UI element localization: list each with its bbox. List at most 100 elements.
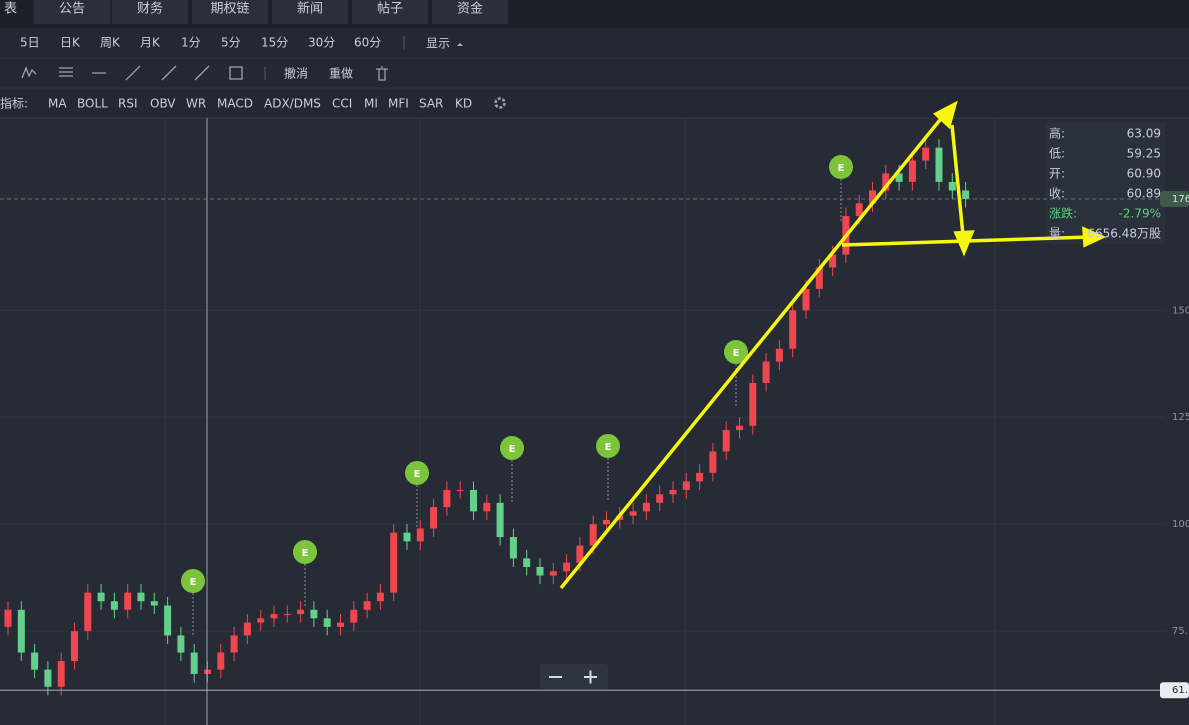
candle-body — [895, 173, 903, 182]
candle-body — [736, 425, 743, 431]
info-label: 高: — [1049, 126, 1065, 141]
annotation — [559, 100, 1107, 590]
candle-body — [563, 562, 571, 572]
candle-body — [549, 571, 557, 576]
tab-label[interactable]: 资金 — [457, 1, 483, 17]
tool-icon[interactable] — [161, 65, 177, 81]
indicator[interactable]: KD — [455, 97, 472, 111]
event-label: E — [190, 577, 197, 588]
candle-body — [44, 669, 52, 687]
tab-label[interactable]: 公告 — [59, 2, 85, 17]
period[interactable]: 5分 — [221, 36, 241, 50]
candle-body — [270, 614, 278, 619]
candle-body — [217, 652, 225, 670]
candle-body — [496, 502, 504, 538]
indicator[interactable]: MFI — [388, 97, 409, 111]
candle-body — [509, 537, 517, 559]
tab-label[interactable]: 财务 — [137, 1, 163, 17]
event-badge[interactable] — [724, 340, 748, 364]
period[interactable]: 周K — [100, 36, 121, 50]
period[interactable]: 15分 — [261, 36, 288, 50]
y-tick-label: 125 — [1172, 412, 1189, 423]
candle-body — [297, 609, 305, 615]
candle-body — [337, 622, 344, 627]
candle-body — [323, 618, 331, 627]
indicator[interactable]: RSI — [118, 97, 138, 111]
display-menu[interactable]: 显示 — [426, 37, 450, 51]
period[interactable]: 1分 — [181, 36, 201, 50]
tool-icon[interactable] — [125, 65, 141, 81]
tab[interactable] — [432, 0, 508, 24]
candle-body — [230, 635, 238, 653]
tool-icon[interactable] — [229, 66, 243, 80]
y-tick-label: 100 — [1172, 519, 1189, 530]
period[interactable]: 月K — [140, 36, 161, 50]
tab[interactable] — [192, 0, 268, 24]
tab-label[interactable]: 帖子 — [377, 2, 403, 17]
tab-label[interactable]: 新闻 — [297, 1, 323, 17]
tool-icon[interactable] — [21, 66, 37, 79]
period[interactable]: 5日 — [20, 36, 40, 50]
indicator[interactable]: MACD — [217, 97, 253, 111]
tool-action[interactable]: 撤消 — [284, 66, 308, 81]
candle-body — [709, 451, 717, 473]
candle-body — [363, 601, 371, 610]
tool-icon[interactable] — [59, 67, 73, 77]
candle-body — [31, 652, 39, 670]
indicator[interactable]: OBV — [150, 97, 176, 111]
info-value: 60.89 — [1127, 187, 1161, 201]
indicator[interactable]: CCI — [332, 97, 352, 111]
candle-body — [962, 190, 970, 200]
period[interactable]: 30分 — [308, 36, 335, 50]
arrow-head — [953, 230, 975, 257]
candle-body — [922, 147, 930, 161]
candle-body — [416, 528, 424, 542]
dropdown-arrow — [457, 43, 463, 46]
indicator[interactable]: MI — [364, 97, 378, 111]
indicator[interactable]: ADX/DMS — [264, 97, 321, 111]
candle-body — [682, 481, 690, 490]
candle-body — [204, 669, 211, 674]
event-badge[interactable] — [405, 461, 429, 485]
event-badge[interactable] — [596, 434, 620, 458]
candle-body — [669, 489, 677, 495]
tab[interactable] — [272, 0, 348, 24]
event-badge[interactable] — [293, 540, 317, 564]
indicator[interactable]: BOLL — [77, 97, 108, 111]
event-badge[interactable] — [500, 436, 524, 460]
annotation-line — [559, 108, 1091, 590]
candle-body — [882, 173, 890, 191]
delete-icon[interactable] — [376, 66, 388, 81]
tab[interactable] — [34, 0, 110, 24]
tab-label[interactable]: 期权链 — [210, 1, 249, 17]
zoom-in[interactable] — [584, 670, 597, 684]
tab[interactable] — [352, 0, 428, 24]
candle-body — [802, 288, 810, 311]
period[interactable]: 日K — [60, 36, 81, 50]
price-marker — [1160, 682, 1189, 699]
y-tick-label: 150 — [1172, 305, 1189, 316]
info-value: 60.90 — [1127, 167, 1161, 181]
candle-body — [17, 609, 25, 653]
event-label: E — [733, 348, 740, 359]
candle-body — [589, 524, 597, 546]
tool-action[interactable]: 重做 — [329, 66, 353, 81]
info-label: 低: — [1049, 147, 1065, 161]
tab-label[interactable]: 表 — [4, 2, 17, 17]
indicator[interactable]: MA — [48, 97, 67, 111]
candle-body — [775, 348, 783, 362]
indicator[interactable]: WR — [186, 97, 206, 111]
event-badge[interactable] — [829, 155, 853, 179]
period[interactable]: 60分 — [354, 36, 381, 50]
tab[interactable] — [112, 0, 188, 24]
candle-body — [935, 147, 943, 182]
candle-body — [829, 254, 837, 268]
draw-tools — [21, 65, 506, 109]
info-label: 开: — [1049, 167, 1065, 181]
settings-icon[interactable] — [494, 97, 506, 109]
event-label: E — [838, 163, 845, 174]
indicator[interactable]: SAR — [419, 97, 443, 111]
tool-icon[interactable] — [194, 65, 210, 81]
event-badge[interactable] — [181, 569, 205, 593]
